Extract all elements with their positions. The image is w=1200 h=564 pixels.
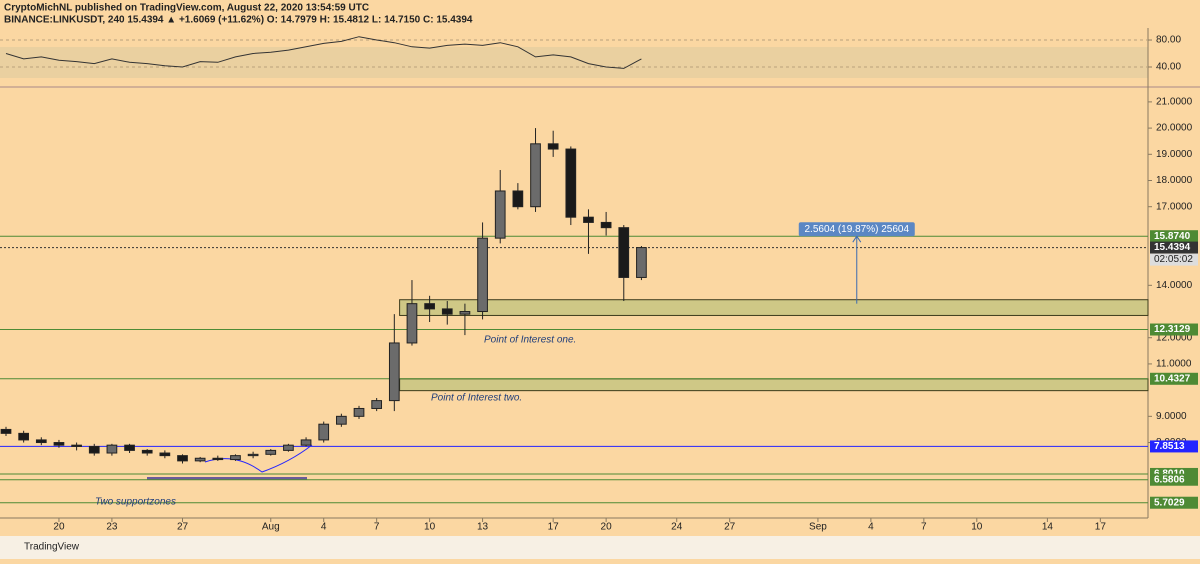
y-tick-label: 12.0000 xyxy=(1156,332,1193,343)
y-tick-label: 80.00 xyxy=(1156,35,1181,46)
x-tick-label: Aug xyxy=(262,522,280,533)
measure-label: 2.5604 (19.87%) 25604 xyxy=(804,224,909,235)
candle-body xyxy=(353,407,365,417)
candle-body xyxy=(106,444,118,454)
candle-body xyxy=(265,449,277,455)
candle-body xyxy=(88,445,100,454)
candle-body xyxy=(530,143,541,208)
candle-body xyxy=(565,148,577,218)
support-zone xyxy=(399,299,1149,316)
x-tick-label: 23 xyxy=(106,522,118,533)
annotation: Point of Interest two. xyxy=(431,393,522,404)
footer-bar xyxy=(0,536,1200,559)
level-label: 12.3129 xyxy=(1154,324,1191,335)
x-tick-label: 17 xyxy=(1095,522,1107,533)
level-label: 10.4327 xyxy=(1154,373,1191,384)
y-tick-label: 40.00 xyxy=(1156,62,1181,73)
level-box xyxy=(1150,241,1198,254)
candle-body xyxy=(124,444,135,451)
x-tick-label: 4 xyxy=(321,522,327,533)
x-tick-label: 7 xyxy=(921,522,927,533)
candle-body xyxy=(512,190,524,208)
candle-body xyxy=(600,221,612,229)
candle-body xyxy=(388,342,400,402)
x-tick-label: 27 xyxy=(724,522,736,533)
header-line1: CryptoMichNL published on TradingView.co… xyxy=(4,3,369,14)
x-tick-label: 7 xyxy=(374,522,380,533)
x-tick-label: 24 xyxy=(671,522,683,533)
annotation: Point of Interest one. xyxy=(484,335,576,346)
y-tick-label: 20.0000 xyxy=(1156,123,1193,134)
support-zone xyxy=(399,378,1149,392)
level-box xyxy=(1150,473,1198,486)
candle-body xyxy=(141,449,153,454)
footer-brand: TradingView xyxy=(24,542,80,553)
candle-body xyxy=(406,303,418,344)
header-line2: BINANCE:LINKUSDT, 240 15.4394 ▲ +1.6069 … xyxy=(4,15,473,26)
level-label: 7.8513 xyxy=(1154,441,1185,452)
candle-body xyxy=(441,308,453,315)
drawing-rect xyxy=(147,477,307,480)
rsi-line xyxy=(5,36,642,69)
candle-body xyxy=(336,415,347,425)
x-tick-label: 20 xyxy=(601,522,613,533)
candle-body xyxy=(583,216,594,223)
countdown: 02:05:02 xyxy=(1154,254,1193,265)
x-tick-label: 14 xyxy=(1042,522,1054,533)
level-box xyxy=(1150,372,1198,385)
candle-body xyxy=(230,455,241,461)
candle-body xyxy=(547,143,559,150)
level-label: 5.7029 xyxy=(1154,497,1185,508)
x-tick-label: 27 xyxy=(177,522,189,533)
y-tick-label: 18.0000 xyxy=(1156,175,1193,186)
x-tick-label: 13 xyxy=(477,522,489,533)
candle-body xyxy=(18,432,30,441)
candle-body xyxy=(283,444,294,451)
level-label: 6.5806 xyxy=(1154,474,1185,485)
candle-body xyxy=(477,237,488,313)
candle-body xyxy=(71,444,82,447)
candle-body xyxy=(159,452,171,457)
countdown-box xyxy=(1150,253,1198,266)
candle-body xyxy=(459,311,471,315)
x-tick-label: 4 xyxy=(868,522,874,533)
candle-body xyxy=(318,423,330,441)
y-tick-label: 19.0000 xyxy=(1156,149,1193,160)
measure-box xyxy=(798,222,915,237)
candle-body xyxy=(35,439,47,444)
candle-body xyxy=(177,455,188,462)
level-box xyxy=(1150,440,1198,453)
y-tick-label: 17.0000 xyxy=(1156,201,1193,212)
x-tick-label: 20 xyxy=(53,522,65,533)
candle-body xyxy=(424,303,435,310)
level-box xyxy=(1150,323,1198,336)
x-tick-label: 10 xyxy=(424,522,436,533)
plot: 8.00009.000011.000012.000014.000017.0000… xyxy=(0,35,1198,533)
candle-body xyxy=(247,453,259,457)
candle-body xyxy=(618,227,630,278)
candle-body xyxy=(0,428,12,434)
level-box xyxy=(1150,230,1198,243)
x-tick-label: 17 xyxy=(548,522,560,533)
y-tick-label: 21.0000 xyxy=(1156,97,1193,108)
candle-body xyxy=(194,457,206,462)
candle-body xyxy=(212,457,224,461)
candle-body xyxy=(494,190,506,239)
candle-body xyxy=(636,247,647,278)
candle-body xyxy=(53,442,65,446)
candle-body xyxy=(300,439,312,446)
level-label: 15.4394 xyxy=(1154,242,1191,253)
level-box xyxy=(1150,496,1198,509)
candle-body xyxy=(371,400,383,409)
y-tick-label: 11.0000 xyxy=(1156,359,1192,370)
level-label: 15.8740 xyxy=(1154,231,1191,242)
y-tick-label: 9.0000 xyxy=(1156,411,1187,422)
y-tick-label: 14.0000 xyxy=(1156,280,1193,291)
x-tick-label: 10 xyxy=(971,522,983,533)
rsi-band xyxy=(0,47,1148,78)
x-tick-label: Sep xyxy=(809,522,827,533)
annotation: Two supportzones xyxy=(95,497,176,508)
